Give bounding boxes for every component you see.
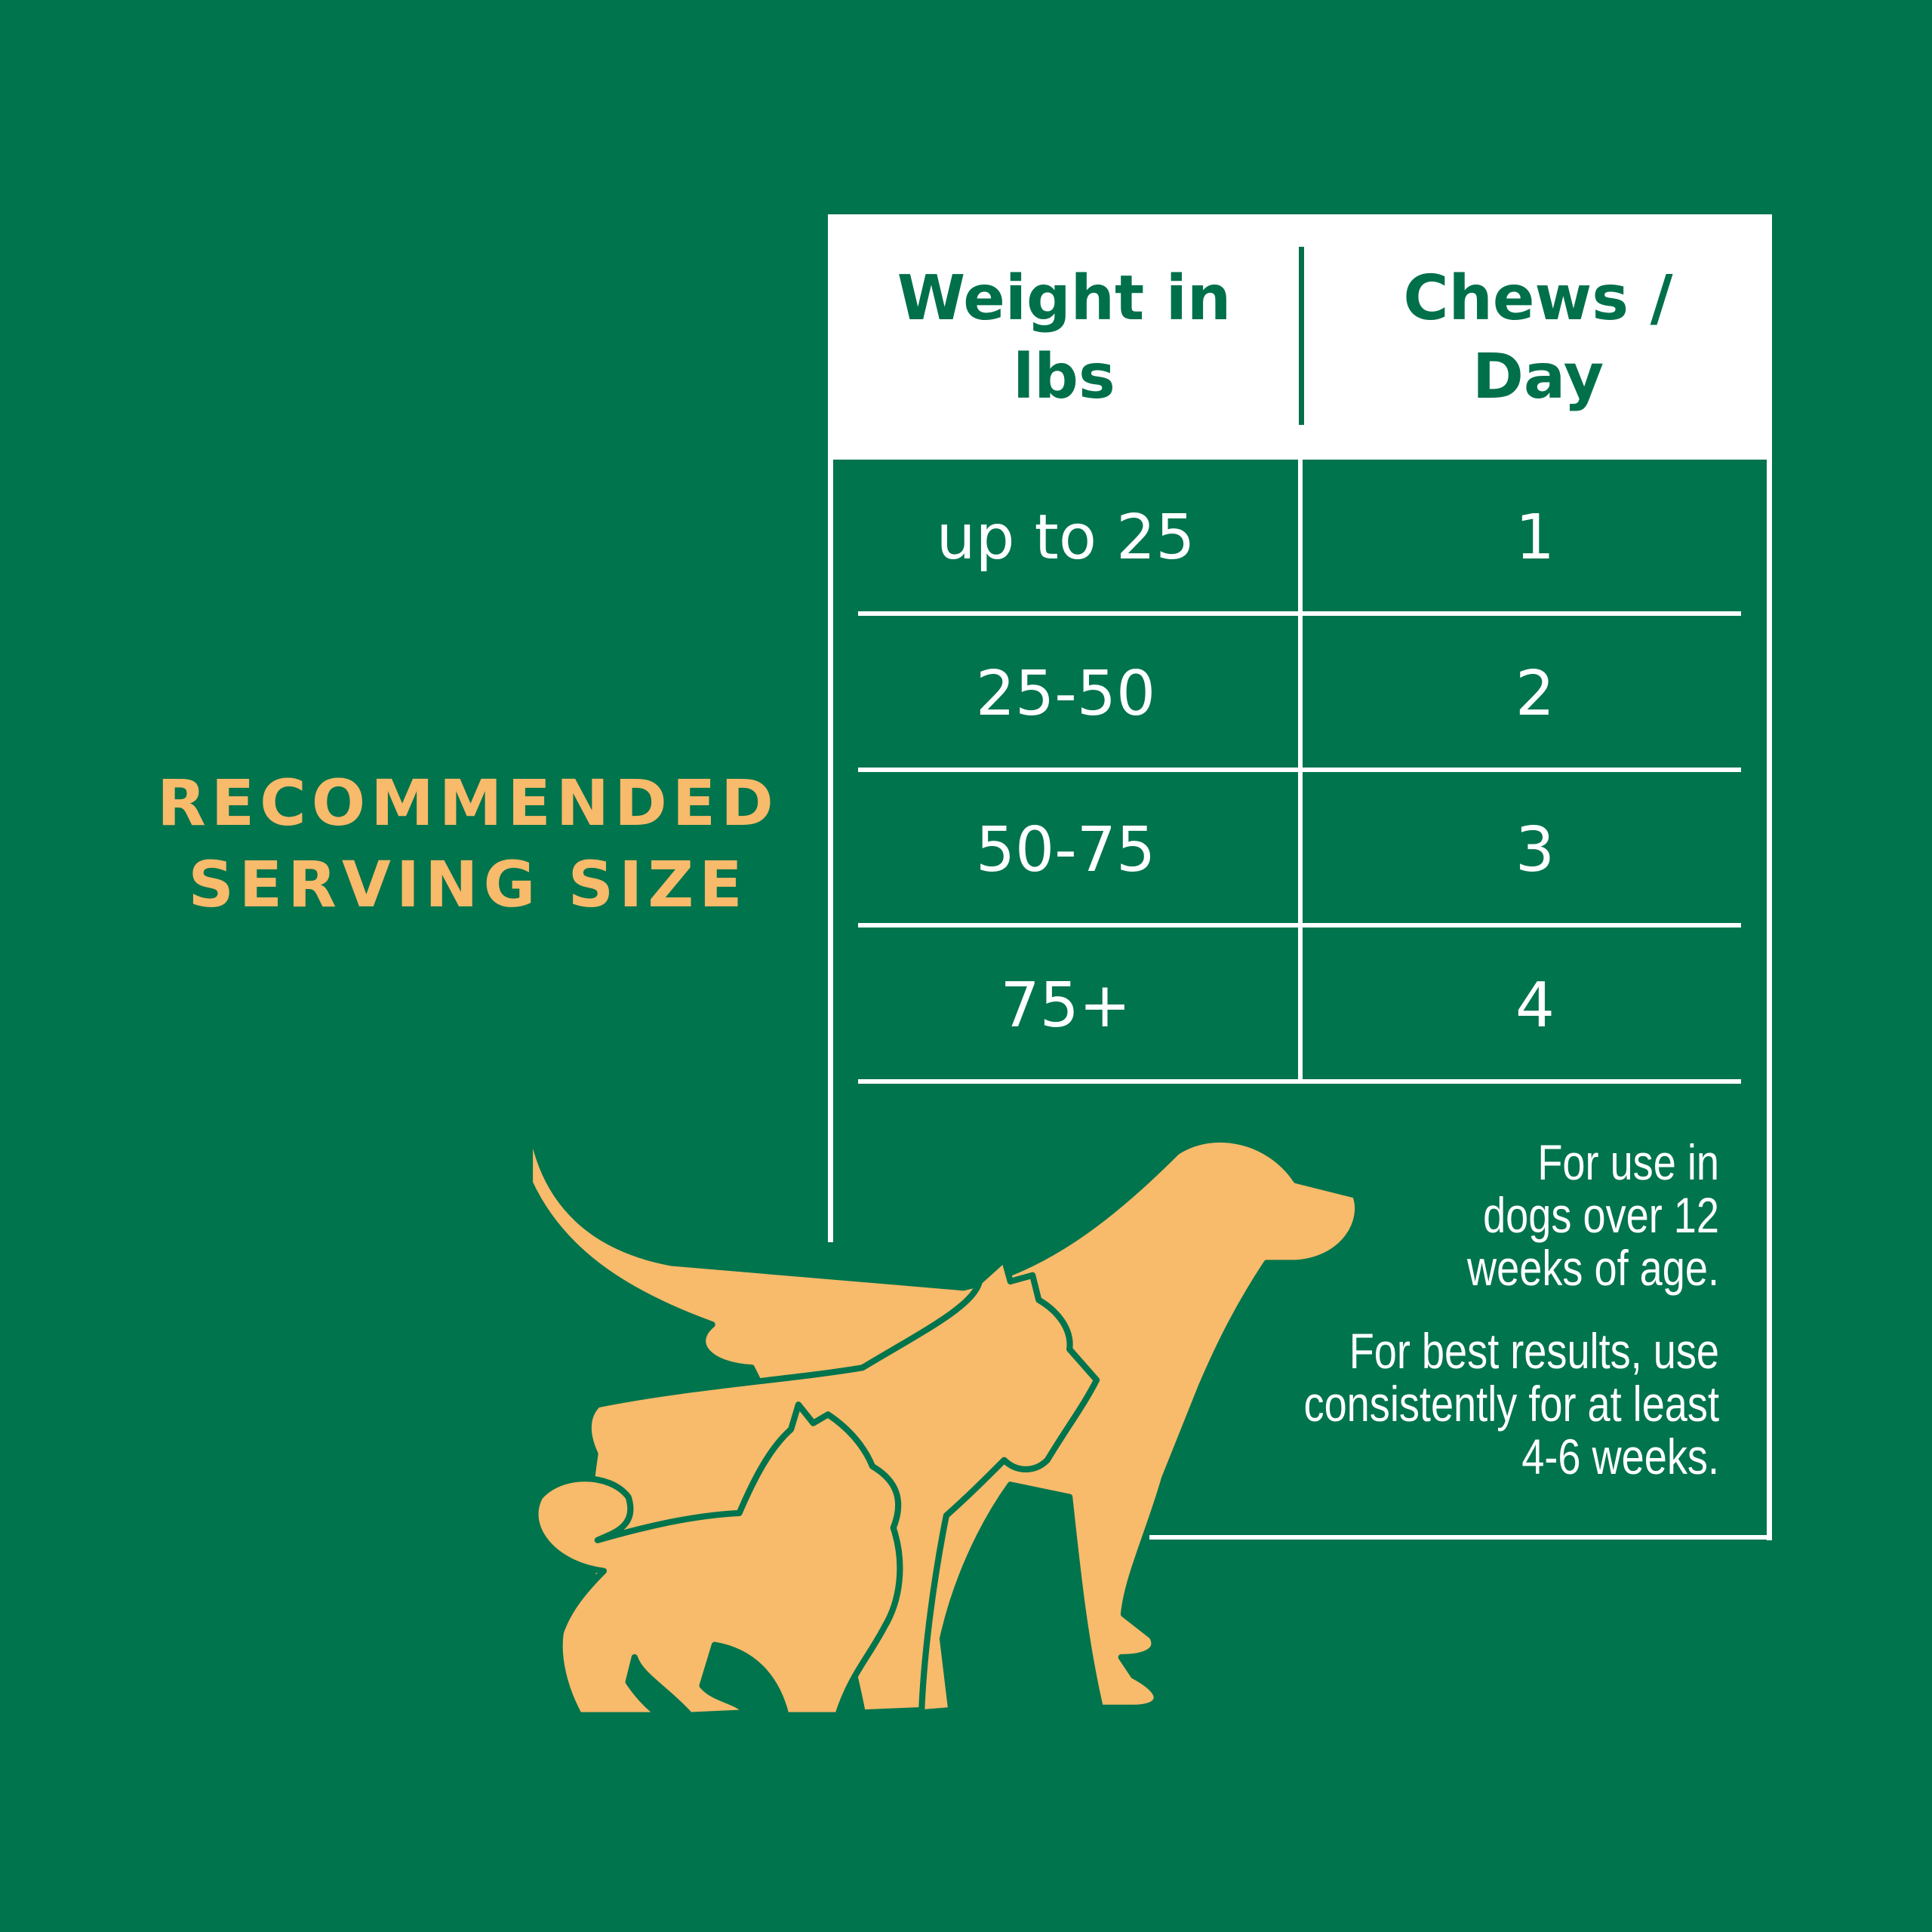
header-weight: Weight in lbs bbox=[828, 216, 1300, 460]
results-note: For best results, use consistently for a… bbox=[1303, 1323, 1719, 1484]
header-weight-line2: lbs bbox=[1013, 340, 1115, 413]
header-chews: Chews / Day bbox=[1304, 216, 1772, 460]
chews-cell: 4 bbox=[1515, 970, 1555, 1041]
table-border-left bbox=[828, 214, 833, 1242]
title-line-2: SERVING SIZE bbox=[188, 848, 748, 921]
header-weight-line1: Weight in bbox=[897, 262, 1232, 334]
title-line-1: RECOMMENDED bbox=[157, 766, 779, 840]
weight-cell: up to 25 bbox=[936, 502, 1195, 574]
usage-note: For use in dogs over 12 weeks of age. bbox=[1467, 1134, 1719, 1296]
weight-cell: 75+ bbox=[1000, 970, 1131, 1041]
table-border-right bbox=[1767, 214, 1772, 1540]
usage-notes: For use in dogs over 12 weeks of age. Fo… bbox=[1191, 1136, 1719, 1513]
small-dog-silhouette bbox=[532, 1401, 903, 1718]
header-divider bbox=[1299, 247, 1304, 425]
header-chews-line2: Day bbox=[1472, 340, 1604, 413]
row-divider bbox=[858, 1079, 1741, 1084]
row-divider bbox=[858, 923, 1741, 928]
row-divider bbox=[858, 768, 1741, 772]
row-divider bbox=[858, 611, 1741, 616]
chews-cell: 1 bbox=[1515, 502, 1555, 574]
header-chews-line1: Chews / bbox=[1403, 262, 1673, 334]
table-header: Weight in lbs Chews / Day bbox=[828, 216, 1772, 460]
weight-cell: 50-75 bbox=[975, 814, 1156, 886]
weight-cell: 25-50 bbox=[975, 658, 1156, 730]
table-border-bottom bbox=[1149, 1535, 1772, 1540]
chews-cell: 2 bbox=[1515, 658, 1555, 730]
section-title: RECOMMENDED SERVING SIZE bbox=[91, 762, 845, 925]
chews-cell: 3 bbox=[1515, 814, 1555, 886]
